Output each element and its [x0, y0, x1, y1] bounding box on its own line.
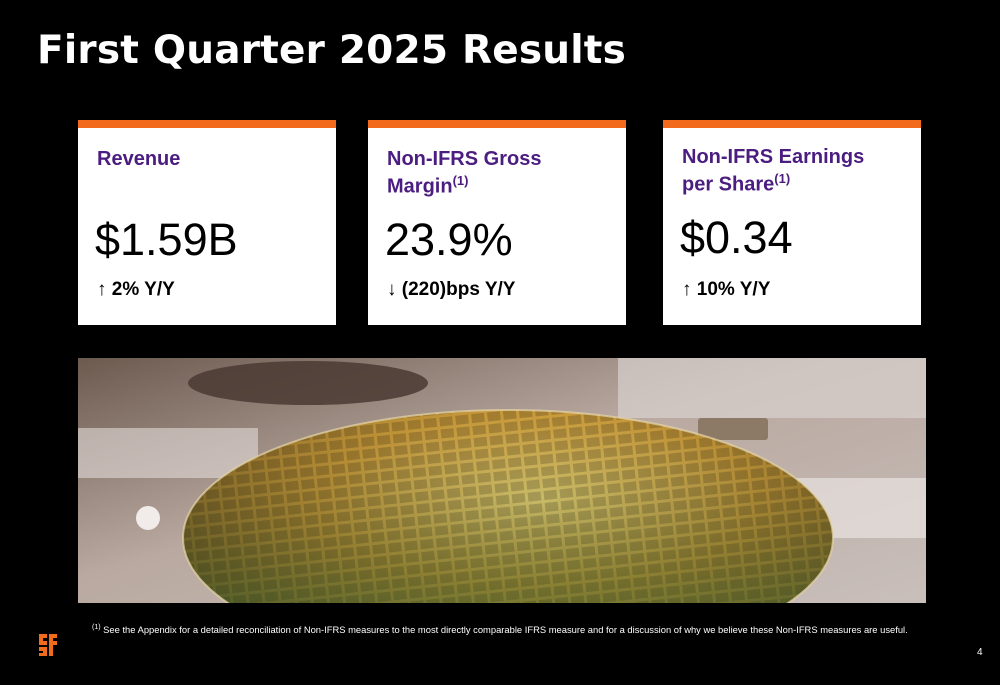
card-title-text: Revenue — [97, 148, 181, 170]
gross-margin-card: Non-IFRS Gross Margin(1) 23.9% ↓ (220)bp… — [368, 120, 626, 325]
card-title: Non-IFRS Gross Margin(1) — [387, 148, 612, 198]
silicon-wafer-photo — [78, 358, 926, 603]
up-arrow-icon: ↑ — [97, 279, 107, 300]
footnote: (1) See the Appendix for a detailed reco… — [92, 624, 908, 635]
card-change-text: 10% Y/Y — [696, 279, 771, 300]
footnote-mark: (1) — [774, 171, 791, 186]
card-title-line2: Margin — [387, 175, 453, 198]
card-change-text: 2% Y/Y — [111, 279, 175, 300]
card-change-text: (220)bps Y/Y — [401, 279, 516, 300]
footnote-text: See the Appendix for a detailed reconcil… — [103, 624, 908, 636]
card-value: 23.9% — [385, 214, 513, 265]
footnote-mark: (1) — [92, 624, 101, 631]
card-title-line2: per Share — [682, 173, 775, 196]
eps-card: Non-IFRS Earnings per Share(1) $0.34 ↑ 1… — [663, 120, 921, 325]
card-value: $0.34 — [680, 212, 793, 263]
card-change: ↓ (220)bps Y/Y — [387, 279, 515, 301]
card-title: Non-IFRS Earnings per Share(1) — [682, 146, 907, 196]
card-change: ↑ 10% Y/Y — [682, 279, 770, 301]
card-change: ↑ 2% Y/Y — [97, 279, 175, 301]
page-title: First Quarter 2025 Results — [37, 28, 627, 73]
down-arrow-icon: ↓ — [387, 279, 397, 300]
card-title: Revenue — [97, 148, 322, 170]
wafer-image — [78, 358, 926, 603]
card-value: $1.59B — [95, 214, 238, 265]
revenue-card: Revenue $1.59B ↑ 2% Y/Y — [78, 120, 336, 325]
card-title-line1: Non-IFRS Gross — [387, 148, 542, 170]
card-title-line1: Non-IFRS Earnings — [682, 146, 865, 168]
gf-logo-icon — [39, 634, 57, 656]
up-arrow-icon: ↑ — [682, 279, 692, 300]
page-number: 4 — [977, 647, 983, 658]
footnote-mark: (1) — [452, 173, 469, 188]
